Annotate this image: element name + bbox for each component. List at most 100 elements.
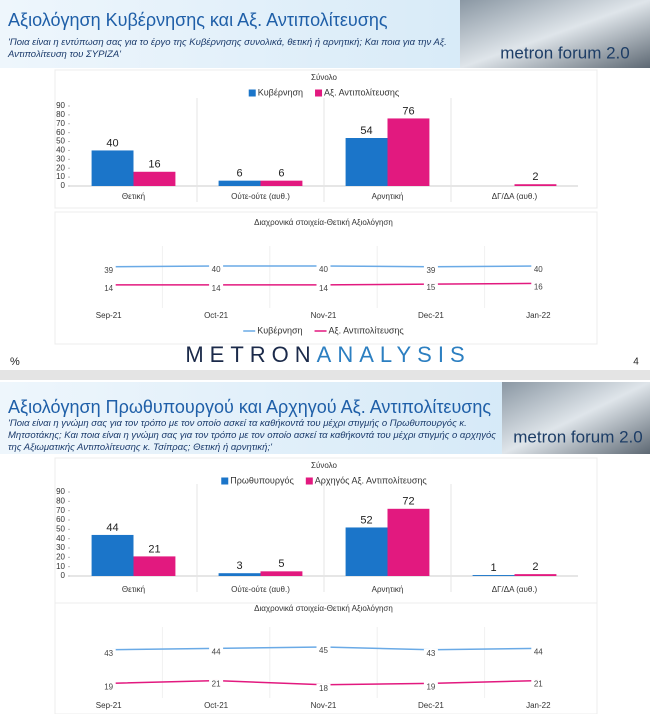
bar-value-label: 44 [106, 522, 118, 534]
legend-swatch [221, 477, 229, 485]
label-backdrop [531, 647, 546, 657]
bar-value-label: 54 [360, 125, 372, 137]
legend-label: Κυβέρνηση [258, 87, 303, 97]
y-tick-label: 80 [56, 110, 65, 119]
bar [345, 527, 388, 576]
label-backdrop [209, 679, 224, 689]
x-tick-label: Jan-22 [526, 701, 551, 710]
legend-label: Αξ. Αντιπολίτευσης [329, 325, 405, 335]
chart-title: Σύνολο [311, 73, 337, 82]
bar [133, 556, 176, 576]
point-value-label: 39 [426, 266, 435, 275]
x-tick-label: Dec-21 [418, 311, 444, 320]
x-tick-label: Jan-22 [526, 311, 551, 320]
point-value-label: 21 [212, 680, 221, 689]
y-tick-label: 30 [56, 154, 65, 163]
slide-divider [0, 370, 650, 380]
bar [387, 508, 430, 576]
slide-subtitle: 'Ποια είναι η εντύπωση σας για το έργο τ… [8, 37, 447, 60]
point-value-label: 40 [212, 265, 221, 274]
footer-page: 4 [633, 357, 639, 368]
logo-text: metron forum 2.0 [513, 427, 642, 446]
bar [514, 574, 557, 576]
logo-image [502, 382, 650, 454]
y-tick-label: 60 [56, 128, 65, 137]
label-backdrop [101, 283, 116, 293]
y-tick-label: 0 [61, 181, 66, 190]
y-tick-label: 70 [56, 119, 65, 128]
bar [260, 571, 303, 576]
x-tick-label: Ούτε-ούτε (αυθ.) [231, 585, 290, 594]
bar-value-label: 2 [532, 561, 538, 573]
point-value-label: 43 [426, 649, 435, 658]
x-tick-label: ΔΓ/ΔΑ (αυθ.) [492, 192, 538, 201]
y-tick-label: 80 [56, 496, 65, 505]
legend-swatch [248, 89, 256, 97]
x-tick-label: Ούτε-ούτε (αυθ.) [231, 192, 290, 201]
y-tick-label: 10 [56, 562, 65, 571]
y-tick-label: 90 [56, 487, 65, 496]
bar-value-label: 3 [236, 560, 242, 572]
bar [91, 534, 134, 576]
x-tick-label: Nov-21 [311, 311, 337, 320]
label-backdrop [423, 283, 438, 293]
x-tick-label: ΔΓ/ΔΑ (αυθ.) [492, 585, 538, 594]
label-backdrop [423, 648, 438, 658]
bar-value-label: 52 [360, 514, 372, 526]
point-value-label: 39 [104, 266, 113, 275]
y-tick-label: 60 [56, 515, 65, 524]
label-backdrop [316, 683, 331, 693]
bar [91, 150, 134, 186]
y-tick-label: 0 [61, 571, 66, 580]
y-tick-label: 20 [56, 552, 65, 561]
label-backdrop [531, 679, 546, 689]
y-tick-label: 50 [56, 524, 65, 533]
logo-image [460, 0, 650, 68]
bar-value-label: 16 [148, 159, 160, 171]
bar-value-label: 6 [278, 168, 284, 180]
bar-value-label: 1 [490, 562, 496, 574]
x-tick-label: Sep-21 [96, 701, 122, 710]
x-tick-label: Dec-21 [418, 701, 444, 710]
legend-label: Πρωθυπουργός [230, 475, 294, 485]
bar [218, 180, 261, 186]
chart-title: Σύνολο [311, 461, 337, 470]
label-backdrop [101, 682, 116, 692]
footer-unit: % [10, 356, 20, 368]
y-tick-label: 50 [56, 137, 65, 146]
chart-title: Διαχρονικά στοιχεία-Θετική Αξιολόγηση [254, 218, 393, 227]
point-value-label: 15 [426, 283, 435, 292]
bar [345, 138, 388, 186]
label-backdrop [531, 282, 546, 292]
point-value-label: 19 [104, 683, 113, 692]
bar [387, 118, 430, 186]
slide-title: Αξιολόγηση Κυβέρνησης και Αξ. Αντιπολίτε… [8, 10, 388, 30]
label-backdrop [209, 265, 224, 274]
bar [260, 180, 303, 186]
point-value-label: 14 [104, 284, 113, 293]
x-tick-label: Αρνητική [372, 585, 404, 594]
label-backdrop [101, 265, 116, 275]
point-value-label: 40 [319, 265, 328, 274]
bar-value-label: 72 [402, 496, 414, 508]
y-tick-label: 30 [56, 543, 65, 552]
x-tick-label: Oct-21 [204, 701, 229, 710]
point-value-label: 14 [212, 284, 221, 293]
legend: Κυβέρνηση Αξ. Αντιπολίτευσης [243, 325, 404, 335]
bar-value-label: 6 [236, 168, 242, 180]
logo-text: metron forum 2.0 [500, 43, 629, 62]
point-value-label: 45 [319, 646, 328, 655]
bar-value-label: 21 [148, 543, 160, 555]
y-tick-label: 40 [56, 146, 65, 155]
label-backdrop [423, 265, 438, 275]
bar [133, 171, 176, 186]
bar-value-label: 2 [532, 171, 538, 183]
legend-label: Κυβέρνηση [257, 325, 302, 335]
x-tick-label: Θετική [122, 192, 145, 201]
legend-swatch [315, 89, 323, 97]
y-tick-label: 90 [56, 101, 65, 110]
label-backdrop [101, 648, 116, 658]
bar-value-label: 76 [402, 105, 414, 117]
